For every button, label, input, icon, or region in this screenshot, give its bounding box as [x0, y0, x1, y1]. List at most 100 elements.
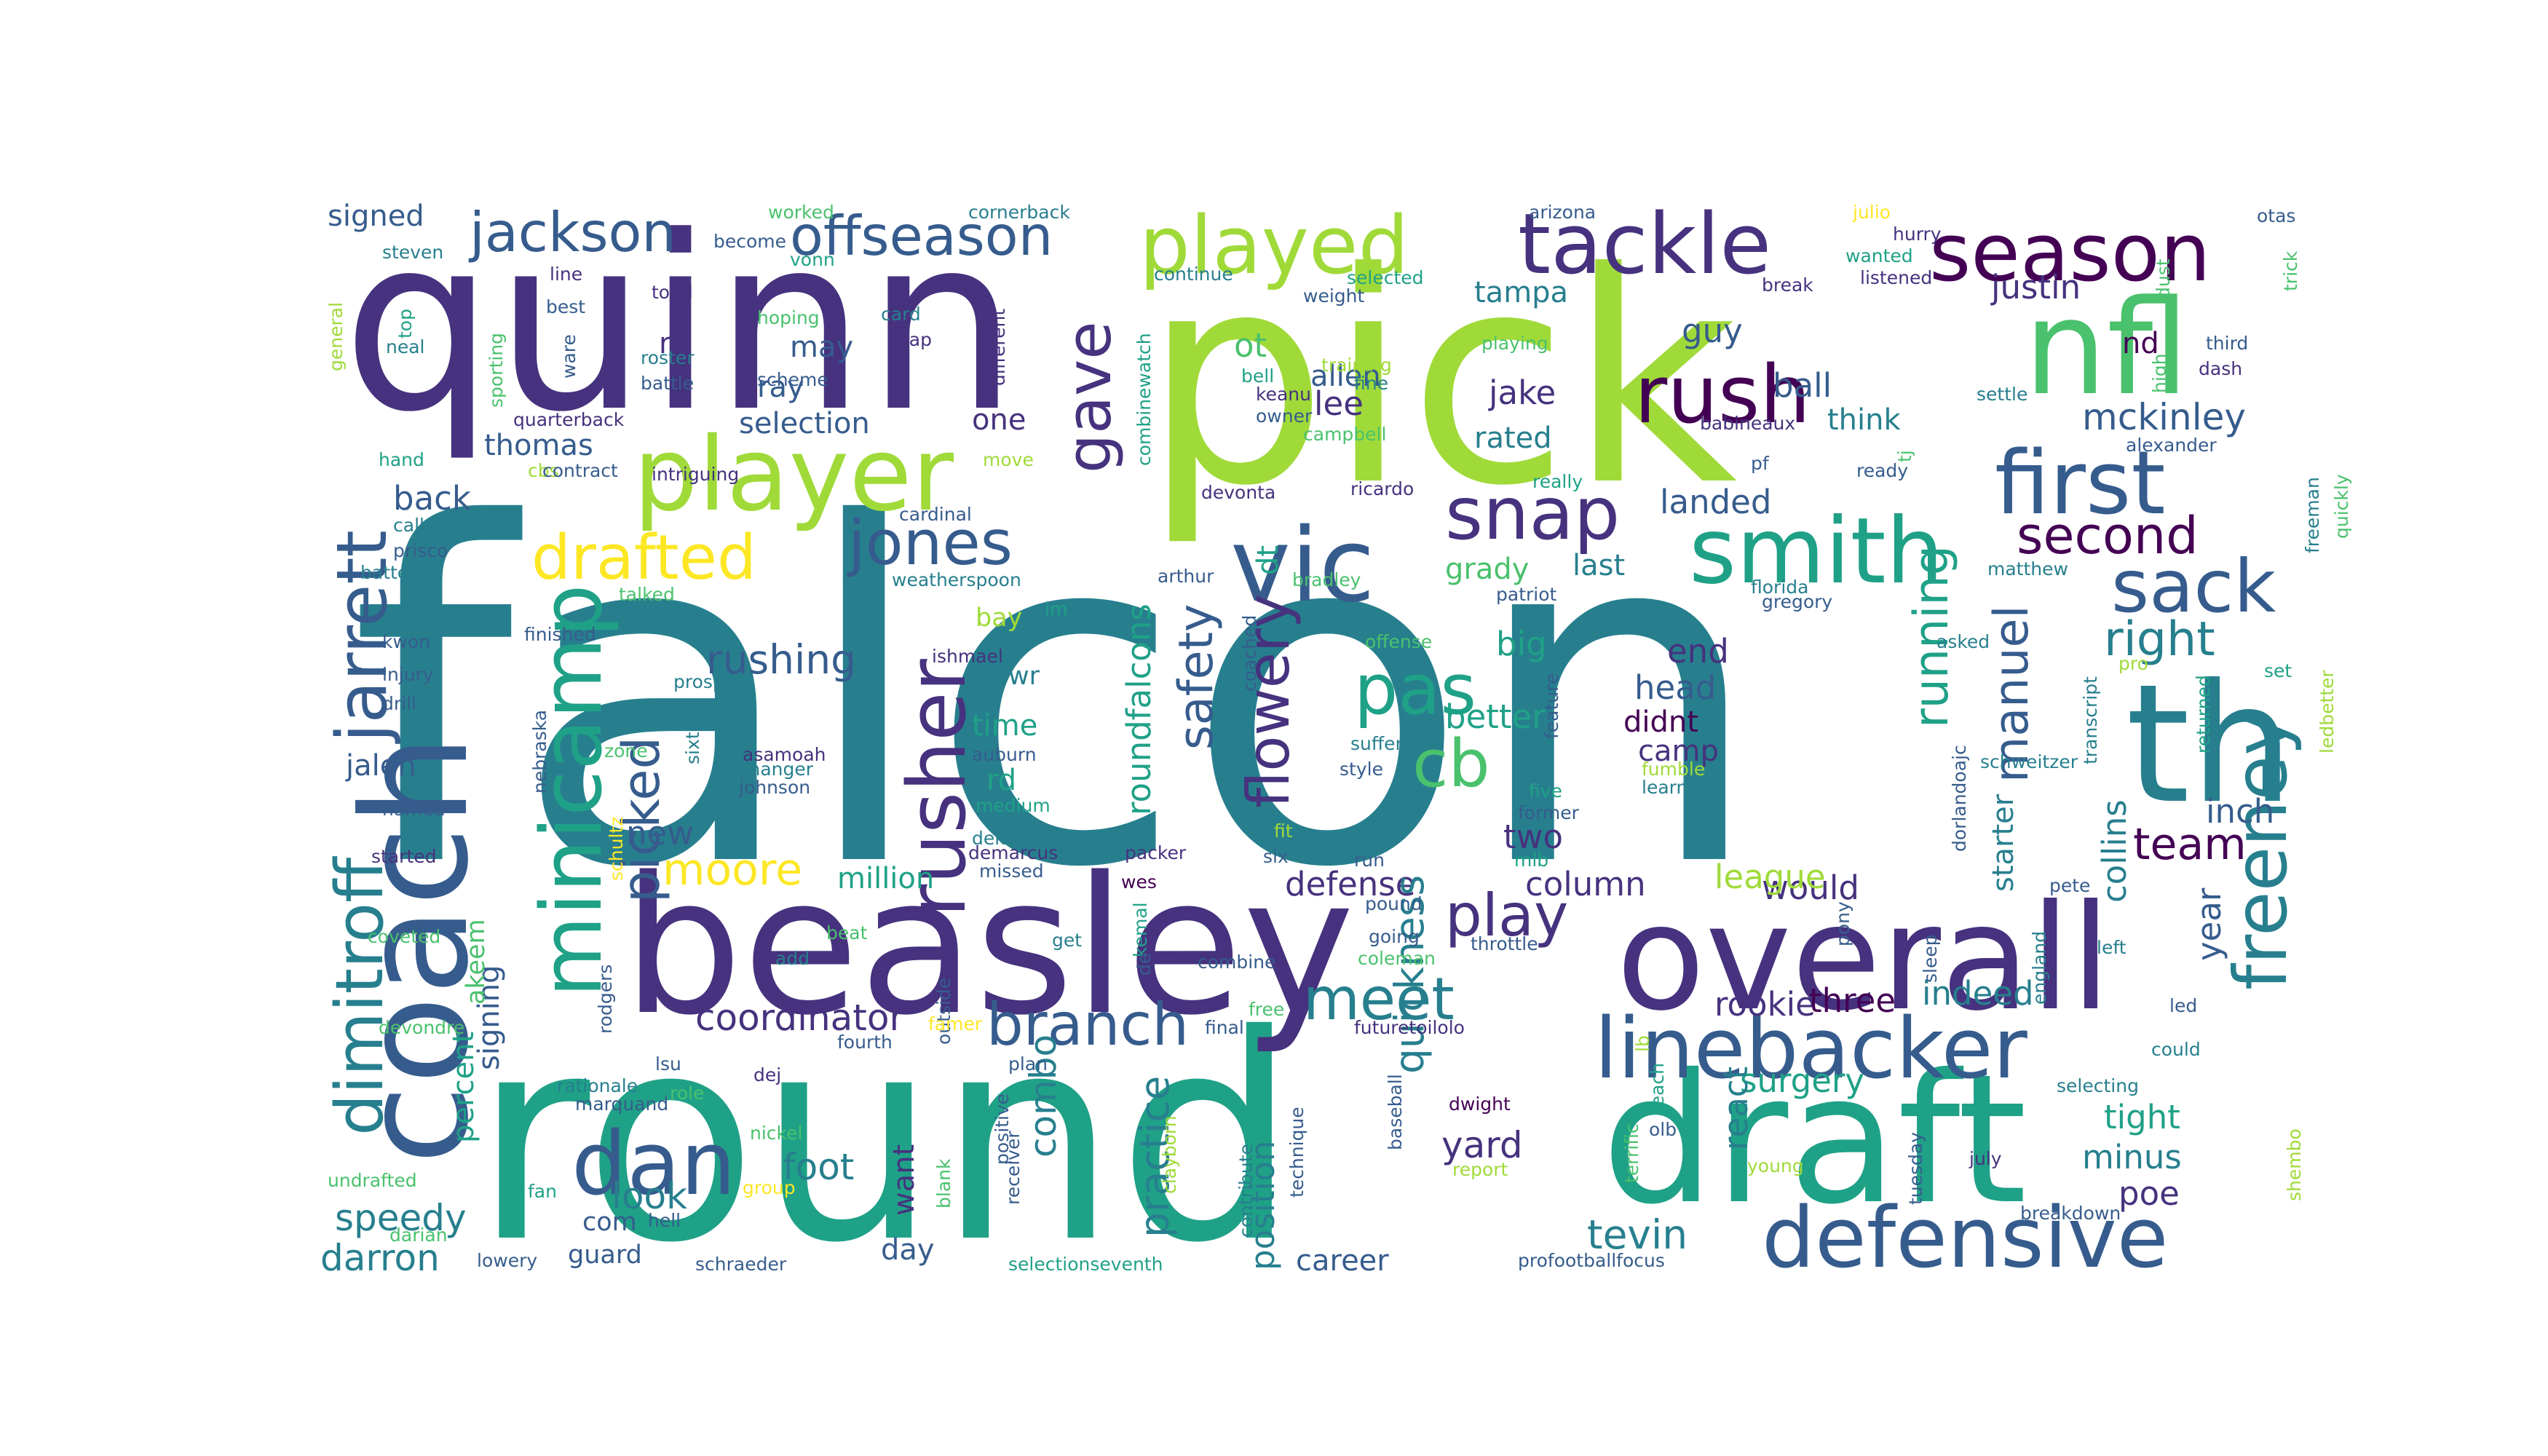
word-transcript: transcript	[2080, 676, 2101, 764]
word-asamoah: asamoah	[743, 744, 826, 765]
word-campbell: campbell	[1303, 424, 1386, 445]
word-sleep: sleep	[1920, 934, 1941, 983]
word-batter: batter	[360, 562, 416, 583]
word-draft: draft	[1602, 1036, 2027, 1243]
word-snap: snap	[1445, 471, 1620, 556]
word-vic: vic	[1230, 507, 1375, 625]
word-signing: signing	[472, 965, 506, 1070]
word-offense: offense	[1365, 631, 1432, 652]
word-listened: listened	[1860, 267, 1932, 288]
word-darron: darron	[320, 1237, 440, 1279]
word-freeman: freeman	[2302, 477, 2323, 553]
word-nd: nd	[2122, 327, 2159, 360]
word-percent: percent	[447, 1032, 480, 1143]
word-schultz: schultz	[606, 817, 627, 881]
word-continue: continue	[1154, 264, 1233, 285]
word-dimitroff: dimitroff	[322, 856, 398, 1136]
word-beat: beat	[826, 922, 868, 943]
word-dwight: dwight	[1449, 1093, 1511, 1115]
word-selection: selection	[739, 407, 870, 440]
word-rationale: rationale	[557, 1075, 638, 1096]
word-coached: coached	[1239, 615, 1260, 692]
word-settle: settle	[1977, 384, 2027, 405]
word-wes: wes	[1121, 871, 1157, 893]
word-marquand: marquand	[575, 1093, 668, 1115]
word-breakdown: breakdown	[2020, 1203, 2121, 1224]
word-foot: foot	[783, 1146, 854, 1188]
word-tampa: tampa	[1474, 276, 1568, 309]
word-ball: ball	[1773, 366, 1832, 405]
word-coordinator: coordinator	[695, 997, 905, 1039]
word-indeed: indeed	[1922, 974, 2034, 1013]
word-ready: ready	[1856, 460, 1908, 481]
word-season: season	[1929, 206, 2211, 299]
word-meet: meet	[1303, 965, 1455, 1033]
word-shembo: shembo	[2284, 1128, 2305, 1201]
word-tuesday: tuesday	[1905, 1132, 1926, 1205]
word-drill: drill	[382, 693, 416, 714]
word-round: round	[473, 974, 1297, 1305]
word-grady: grady	[1445, 553, 1529, 586]
word-patriot: patriot	[1496, 584, 1557, 605]
word-cap: cap	[899, 329, 932, 350]
word-plan: plan	[1008, 1053, 1048, 1075]
word-contribute: contribute	[1235, 1144, 1257, 1238]
word-johnson: johnson	[738, 777, 810, 798]
word-combine: combine	[1198, 951, 1275, 973]
word-landed: landed	[1660, 483, 1771, 521]
word-roundfalcons: roundfalcons	[1120, 604, 1158, 815]
word-get: get	[1052, 930, 1082, 951]
word-quarterback: quarterback	[513, 409, 625, 430]
word-day: day	[881, 1233, 935, 1267]
word-undrafted: undrafted	[328, 1170, 417, 1191]
word-julio: julio	[1852, 202, 1891, 223]
word-coleman: coleman	[1358, 948, 1436, 969]
word-hell: hell	[648, 1210, 681, 1231]
word-sack: sack	[2111, 544, 2276, 629]
word-role: role	[670, 1083, 704, 1104]
word-vonn: vonn	[790, 249, 835, 270]
word-three: three	[1809, 981, 1896, 1020]
word-linebacker: linebacker	[1594, 1000, 2027, 1098]
word-sporting: sporting	[486, 333, 507, 408]
word-fourth: fourth	[837, 1032, 893, 1053]
word-scheme: scheme	[757, 369, 828, 390]
word-returned: returned	[2193, 675, 2214, 753]
word-combinewatch: combinewatch	[1133, 333, 1155, 466]
word-different: different	[988, 309, 1009, 386]
word-dorlandoajc: dorlandoajc	[1949, 745, 1970, 852]
word-six: six	[1263, 846, 1289, 867]
word-falcon: falcon	[349, 427, 1765, 969]
word-freeney: freeney	[2218, 713, 2303, 990]
word-playing: playing	[1481, 333, 1548, 354]
word-zone: zone	[604, 740, 648, 761]
word-finished: finished	[524, 624, 596, 645]
word-schraeder: schraeder	[695, 1254, 787, 1275]
word-back: back	[393, 479, 471, 518]
word-fit: fit	[1274, 820, 1293, 842]
word-style: style	[1340, 759, 1383, 780]
word-final: final	[1205, 1017, 1244, 1038]
word-going: going	[1369, 926, 1420, 947]
word-smith: smith	[1689, 499, 1944, 604]
word-offseason: offseason	[790, 204, 1053, 268]
word-player: player	[633, 416, 954, 534]
word-guy: guy	[1682, 312, 1743, 350]
word-pas: pas	[1354, 650, 1476, 730]
word-didnt: didnt	[1623, 705, 1698, 739]
word-left: left	[2097, 937, 2126, 958]
word-weatherspoon: weatherspoon	[892, 569, 1021, 590]
word-rodgers: rodgers	[595, 965, 616, 1034]
word-line: line	[550, 264, 582, 285]
word-auburn: auburn	[972, 744, 1037, 765]
word-quickly: quickly	[2331, 474, 2352, 539]
word-arthur: arthur	[1158, 566, 1214, 587]
word-think: think	[1827, 403, 1902, 437]
word-dust: dust	[2153, 258, 2174, 298]
word-card: card	[881, 304, 921, 325]
word-lb: lb	[1632, 1035, 1653, 1052]
word-receiver: receiver	[1002, 1131, 1024, 1205]
word-owner: owner	[1256, 405, 1313, 427]
word-manger: manger	[743, 759, 814, 780]
